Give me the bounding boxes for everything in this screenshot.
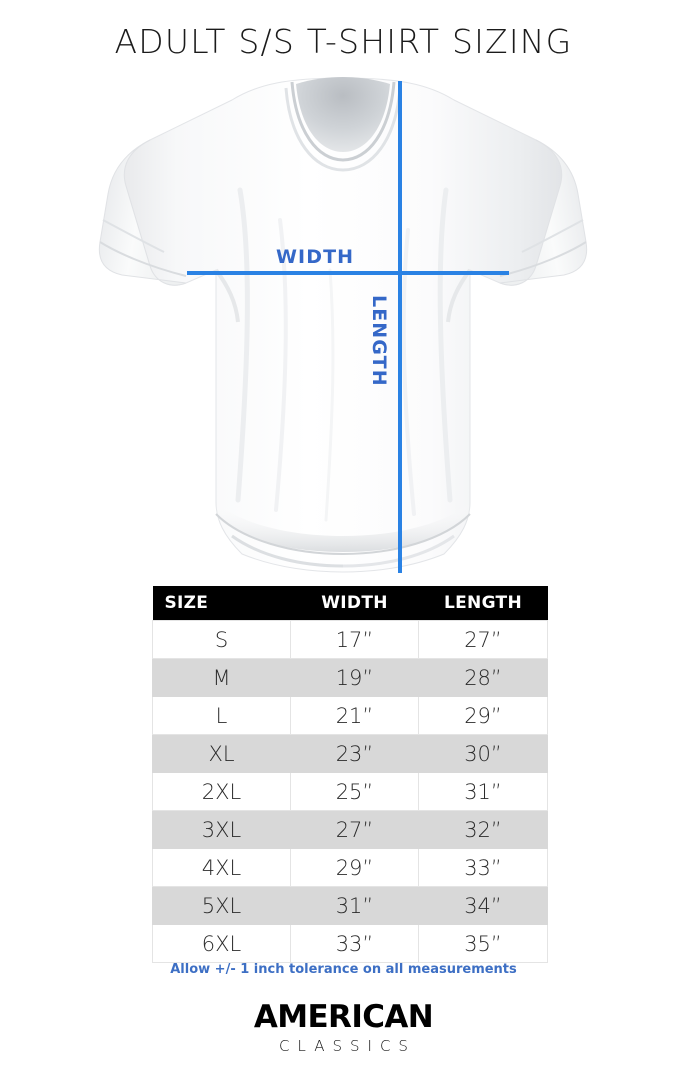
cell-width: 27”	[290, 810, 419, 849]
tolerance-note: Allow +/- 1 inch tolerance on all measur…	[170, 962, 517, 977]
table-row: 4XL 29” 33”	[152, 848, 548, 887]
table-row: S 17” 27”	[152, 620, 548, 659]
table-row: 5XL 31” 34”	[152, 886, 548, 925]
table-row: L 21” 29”	[152, 696, 548, 735]
cell-length: 32”	[418, 810, 548, 849]
cell-width: 29”	[290, 848, 419, 887]
cell-size: S	[152, 620, 291, 659]
column-header-width: WIDTH	[290, 586, 419, 621]
cell-size: 4XL	[152, 848, 291, 887]
cell-width: 17”	[290, 620, 419, 659]
brand-subtitle: CLASSICS	[279, 1037, 416, 1055]
cell-size: 5XL	[152, 886, 291, 925]
cell-width: 25”	[290, 772, 419, 811]
table-row: M 19” 28”	[152, 658, 548, 697]
table-row: 2XL 25” 31”	[152, 772, 548, 811]
table-header: SIZE WIDTH LENGTH	[152, 586, 548, 621]
cell-width: 19”	[290, 658, 419, 697]
cell-size: 2XL	[152, 772, 291, 811]
cell-size: 6XL	[152, 924, 291, 963]
cell-length: 35”	[418, 924, 548, 963]
cell-length: 28”	[418, 658, 548, 697]
table-row: 6XL 33” 35”	[152, 924, 548, 963]
cell-size: M	[152, 658, 291, 697]
column-header-size: SIZE	[152, 586, 291, 621]
page-title: ADULT S/S T-SHIRT SIZING	[114, 22, 573, 61]
cell-length: 34”	[418, 886, 548, 925]
cell-size: 3XL	[152, 810, 291, 849]
cell-size: L	[152, 696, 291, 735]
cell-width: 33”	[290, 924, 419, 963]
table-row: XL 23” 30”	[152, 734, 548, 773]
size-chart-table: SIZE WIDTH LENGTH S 17” 27” M 19” 28” L …	[152, 586, 548, 963]
brand-name: AMERICAN	[253, 999, 434, 1035]
cell-length: 33”	[418, 848, 548, 887]
cell-width: 23”	[290, 734, 419, 773]
cell-size: XL	[152, 734, 291, 773]
cell-length: 29”	[418, 696, 548, 735]
cell-length: 27”	[418, 620, 548, 659]
table-header-row: SIZE WIDTH LENGTH	[152, 586, 548, 621]
column-header-length: LENGTH	[418, 586, 548, 621]
cell-width: 31”	[290, 886, 419, 925]
table-row: 3XL 27” 32”	[152, 810, 548, 849]
table-body: S 17” 27” M 19” 28” L 21” 29” XL 23” 30”…	[152, 620, 548, 963]
cell-length: 31”	[418, 772, 548, 811]
cell-length: 30”	[418, 734, 548, 773]
tshirt-diagram	[0, 70, 687, 580]
brand-logo: AMERICAN CLASSICS	[0, 1002, 687, 1054]
cell-width: 21”	[290, 696, 419, 735]
